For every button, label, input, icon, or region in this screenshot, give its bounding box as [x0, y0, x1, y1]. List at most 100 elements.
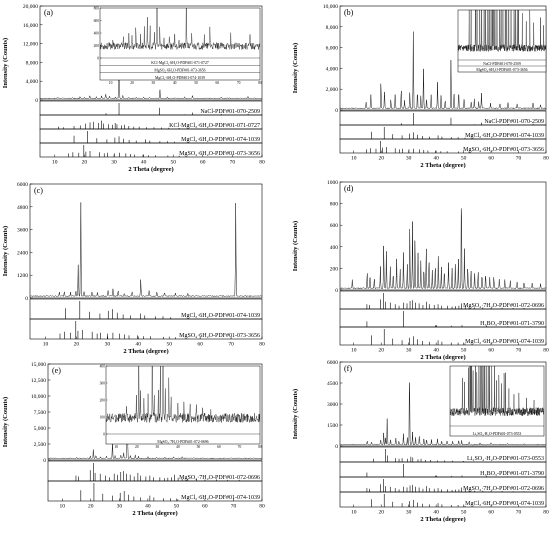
inset-y-tick-label: 300 [100, 381, 106, 385]
x-tick-label: 40 [433, 156, 439, 162]
inset-pattern-line [450, 366, 544, 417]
reference-strip [339, 491, 547, 508]
inset-y-tick-label: 200 [94, 44, 100, 48]
x-tick-label: 30 [406, 348, 412, 354]
inset-y-tick-label: 0 [97, 56, 99, 60]
y-tick-label: 0 [25, 296, 28, 302]
x-axis-label: 2 Theta (degree) [420, 516, 465, 523]
chart-panel-a: 0 4,000 8,000 12,000 16,000 20,000 Intensity (… [0, 0, 265, 178]
y-axis-label: Intensity (Counts) [2, 38, 9, 88]
y-axis-label: Intensity (Counts) [2, 226, 9, 276]
y-tick-label: 4500 [327, 381, 338, 387]
inset-x-tick-label: 70 [238, 445, 242, 449]
x-tick-label: 10 [43, 342, 49, 348]
x-tick-label: 30 [406, 156, 412, 162]
x-tick-label: 40 [145, 504, 151, 510]
reference-strip [339, 326, 547, 346]
x-tick-label: 20 [74, 342, 80, 348]
y-axis-label: Intensity (Counts) [292, 43, 299, 93]
reference-label: Li₂SO₄·H₂O-PDF#01-073-0553 [467, 456, 544, 462]
x-tick-label: 30 [105, 342, 111, 348]
xrd-chart-c: 0 1200 2400 3600 4800 6000 Intensity (Counts) (… [2, 182, 265, 355]
x-tick-label: 20 [378, 510, 384, 516]
xrd-chart-d: 0 200 400 600 800 1000 Intensity (Counts) (d) Mg… [292, 180, 549, 361]
inset-reference-label: MgCl₂·6H₂O-PDF#01-074-1039 [155, 76, 205, 80]
inset-x-tick-label: 40 [176, 445, 180, 449]
xrd-chart-e: 0 2,500 5,000 7,500 10,000 12,500 15,000 Intens… [2, 362, 265, 517]
x-tick-label: 80 [259, 160, 265, 166]
x-tick-label: 30 [406, 510, 412, 516]
inset-x-tick-label: 10 [109, 81, 113, 85]
y-tick-label: 8,000 [326, 25, 339, 31]
y-tick-label: 1200 [17, 273, 28, 279]
y-tick-label: 8,000 [26, 60, 39, 66]
reference-label: MgCl₂·6H₂O-PDF#01-074-1039 [181, 137, 260, 143]
x-tick-label: 80 [543, 510, 549, 516]
reference-label: H₃BO₃-PDF#01-071-3790 [480, 471, 544, 477]
inset-frame [99, 7, 261, 81]
inset-pattern-line [100, 8, 260, 51]
x-tick-label: 80 [259, 342, 265, 348]
inset-x-tick-label: 40 [173, 81, 177, 85]
x-tick-label: 20 [82, 160, 88, 166]
inset-x-tick-label: 80 [258, 81, 262, 85]
panel-label: (b) [344, 8, 354, 17]
x-tick-label: 70 [516, 348, 522, 354]
inset-x-tick-label: 30 [152, 81, 156, 85]
inset-pattern-line [106, 366, 260, 423]
y-tick-label: 6000 [17, 182, 28, 188]
chart-panel-d: 0 200 400 600 800 1000 Intensity (Counts) (d) Mg… [290, 178, 550, 361]
y-tick-label: 400 [330, 245, 339, 251]
inset-frame [449, 365, 545, 437]
xrd-pattern-line [47, 382, 263, 460]
inset-frame [105, 365, 261, 445]
inset-x-tick-label: 50 [197, 445, 201, 449]
y-tick-label: 0 [43, 458, 46, 464]
inset-x-tick-label: 50 [194, 81, 198, 85]
xrd-pattern-line [339, 382, 547, 446]
x-tick-label: 60 [488, 156, 494, 162]
x-tick-label: 50 [174, 504, 180, 510]
y-tick-label: 0 [335, 288, 338, 294]
reference-label: NaCl-PDF#01-070-2509 [484, 119, 544, 125]
panel-label: (a) [44, 8, 53, 17]
inset-pattern-group [106, 366, 260, 423]
xrd-pattern-line [339, 208, 547, 290]
y-tick-label: 800 [330, 202, 339, 208]
x-tick-label: 70 [230, 160, 236, 166]
plot-frame [29, 183, 263, 299]
reference-label: MgCl₂·6H₂O-PDF#01-074-1039 [465, 339, 544, 345]
y-tick-label: 1000 [327, 180, 338, 186]
inset-pattern-group [458, 10, 546, 52]
x-tick-label: 50 [461, 510, 467, 516]
x-tick-label: 50 [166, 342, 172, 348]
inset-y-tick-label: 0 [103, 432, 105, 436]
y-tick-label: 0 [335, 444, 338, 450]
y-axis-label: Intensity (Counts) [292, 221, 299, 271]
x-tick-label: 70 [231, 504, 237, 510]
x-tick-label: 70 [516, 510, 522, 516]
reference-strip [29, 318, 263, 340]
inset-x-tick-label: 60 [216, 81, 220, 85]
y-tick-label: 0 [35, 98, 38, 104]
reference-label: MgSO₄·7H₂O-PDF#01-072-0696 [463, 303, 544, 309]
inset-y-tick-label: 400 [94, 31, 100, 35]
y-tick-label: 6,000 [326, 46, 339, 52]
y-tick-label: 3600 [17, 228, 28, 234]
x-tick-label: 20 [378, 348, 384, 354]
x-axis-label: 2 Theta (degree) [420, 354, 465, 361]
y-tick-label: 20,000 [23, 4, 38, 10]
xrd-pattern-line [339, 31, 547, 110]
x-tick-label: 10 [351, 156, 357, 162]
plot-frame [39, 5, 263, 101]
x-tick-label: 10 [60, 504, 66, 510]
plot-frame [339, 181, 547, 291]
inset-reference-label: MgSO₄·6H₂O-PDF#01-073-3656 [154, 68, 205, 72]
y-tick-label: 600 [330, 223, 339, 229]
y-tick-label: 12,000 [23, 42, 38, 48]
reference-label: NaCl-PDF#01-070-2509 [200, 109, 260, 115]
reference-strip [339, 138, 547, 154]
x-tick-label: 50 [461, 156, 467, 162]
reference-label: H₃BO₃-PDF#01-071-3790 [480, 321, 544, 327]
y-tick-label: 2,500 [34, 442, 47, 448]
